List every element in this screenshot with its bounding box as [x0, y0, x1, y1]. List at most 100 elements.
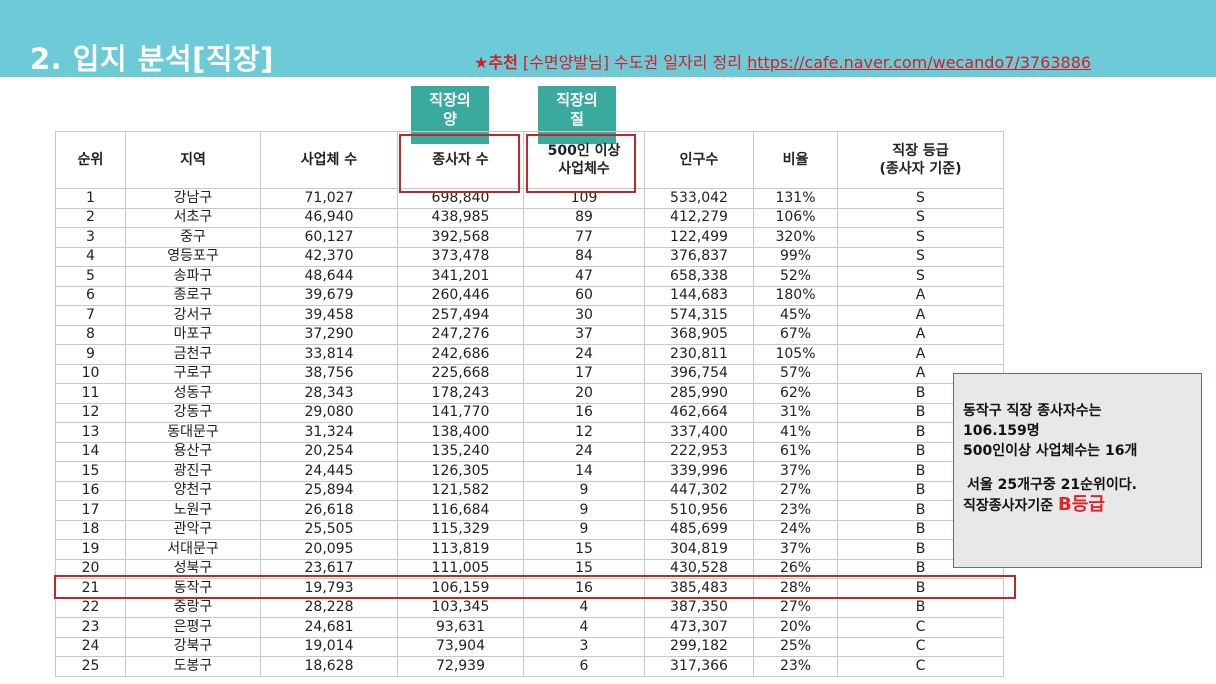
- recommend-link[interactable]: https://cafe.naver.com/wecando7/3763886: [747, 53, 1092, 72]
- table-cell: 5: [55, 266, 126, 287]
- table-cell: 299,182: [644, 636, 754, 657]
- table-cell: 121,582: [397, 480, 524, 501]
- table-cell: 510,956: [644, 500, 754, 521]
- note-line-1: 동작구 직장 종사자수는: [963, 403, 1102, 419]
- table-cell: 16: [523, 402, 645, 423]
- table-cell: 25,894: [260, 480, 398, 501]
- table-cell: 17: [523, 363, 645, 384]
- table-cell: 376,837: [644, 246, 754, 267]
- table-cell: 14: [523, 461, 645, 482]
- table-cell: 9: [55, 344, 126, 365]
- table-cell: 20%: [753, 617, 838, 638]
- table-cell: 144,683: [644, 285, 754, 306]
- table-cell: 41%: [753, 422, 838, 443]
- table-cell: 47: [523, 266, 645, 287]
- table-cell: 93,631: [397, 617, 524, 638]
- table-cell: 138,400: [397, 422, 524, 443]
- table-cell: 230,811: [644, 344, 754, 365]
- table-cell: 42,370: [260, 246, 398, 267]
- table-cell: 37: [523, 324, 645, 345]
- table-cell: 16: [523, 578, 645, 599]
- highlight-box-row-dongjak: [54, 575, 1016, 599]
- table-cell: 12: [523, 422, 645, 443]
- table-cell: 28,343: [260, 383, 398, 404]
- table-cell: 126,305: [397, 461, 524, 482]
- table-cell: 종로구: [125, 285, 261, 306]
- table-cell: 12: [55, 402, 126, 423]
- table-cell: 533,042: [644, 188, 754, 209]
- page-title: 2. 입지 분석[직장]: [30, 42, 274, 76]
- table-cell: 99%: [753, 246, 838, 267]
- table-body: 1 강남구 71,027 698,840 109 533,042 131% S 2 서초구 46,9…: [55, 188, 1004, 677]
- table-row: 17 노원구 26,618 116,684 9 510,956 23% B: [55, 500, 1004, 521]
- table-cell: 11: [55, 383, 126, 404]
- table-cell: 양천구: [125, 480, 261, 501]
- table-cell: 396,754: [644, 363, 754, 384]
- table-cell: 225,668: [397, 363, 524, 384]
- table-cell: 337,400: [644, 422, 754, 443]
- table-cell: 60: [523, 285, 645, 306]
- table-cell: 574,315: [644, 305, 754, 326]
- table-cell: 462,664: [644, 402, 754, 423]
- table-cell: 8: [55, 324, 126, 345]
- table-cell: 도봉구: [125, 656, 261, 677]
- table-cell: 116,684: [397, 500, 524, 521]
- table-cell: 485,699: [644, 519, 754, 540]
- table-cell: 304,819: [644, 539, 754, 560]
- table-row: 22 중랑구 28,228 103,345 4 387,350 27% B: [55, 597, 1004, 618]
- table-cell: 23%: [753, 500, 838, 521]
- table-cell: 73,904: [397, 636, 524, 657]
- table-cell: 257,494: [397, 305, 524, 326]
- table-row: 11 성동구 28,343 178,243 20 285,990 62% B: [55, 383, 1004, 404]
- table-cell: 37%: [753, 539, 838, 560]
- table-cell: 392,568: [397, 227, 524, 248]
- note-line-5: 직장종사자기준 B등급: [963, 495, 1201, 516]
- recommendation-line: ★추천 [수면양발님] 수도권 일자리 정리 https://cafe.nave…: [474, 49, 1091, 73]
- column-header: 직장 등급 (종사자 기준): [837, 131, 1004, 189]
- table-cell: 106,159: [397, 578, 524, 599]
- table-cell: 320%: [753, 227, 838, 248]
- table-cell: 20,254: [260, 441, 398, 462]
- table-row: 23 은평구 24,681 93,631 4 473,307 20% C: [55, 617, 1004, 638]
- column-header: 500인 이상 사업체수: [523, 131, 645, 189]
- table-cell: 23%: [753, 656, 838, 677]
- recommend-star-label: ★추천: [474, 53, 518, 72]
- district-job-table: 순위 지역 사업체 수 종사자 수 500인 이상 사업체수 인구수 비율 직장 등급 (종사자 …: [55, 131, 1004, 677]
- table-row: 13 동대문구 31,324 138,400 12 337,400 41% B: [55, 422, 1004, 443]
- table-cell: B: [837, 597, 1004, 618]
- note-line-2: 106.159명: [963, 423, 1040, 439]
- table-cell: 9: [523, 500, 645, 521]
- recommend-text: [수면양발님] 수도권 일자리 정리: [522, 53, 742, 72]
- table-cell: 24,445: [260, 461, 398, 482]
- table-cell: 송파구: [125, 266, 261, 287]
- table-cell: 39,679: [260, 285, 398, 306]
- table-cell: 260,446: [397, 285, 524, 306]
- table-cell: 109: [523, 188, 645, 209]
- table-cell: 473,307: [644, 617, 754, 638]
- table-row: 16 양천구 25,894 121,582 9 447,302 27% B: [55, 480, 1004, 501]
- table-row: 14 용산구 20,254 135,240 24 222,953 61% B: [55, 441, 1004, 462]
- header-bar: [0, 0, 1216, 77]
- table-cell: 3: [55, 227, 126, 248]
- table-cell: 9: [523, 519, 645, 540]
- table-cell: 61%: [753, 441, 838, 462]
- table-cell: 178,243: [397, 383, 524, 404]
- table-cell: 21: [55, 578, 126, 599]
- table-cell: 84: [523, 246, 645, 267]
- table-cell: 37,290: [260, 324, 398, 345]
- table-row: 8 마포구 37,290 247,276 37 368,905 67% A: [55, 324, 1004, 345]
- table-cell: 27%: [753, 597, 838, 618]
- note-line-3: 500인이상 사업체수는 16개: [963, 443, 1138, 459]
- table-cell: 마포구: [125, 324, 261, 345]
- table-cell: 20: [523, 383, 645, 404]
- table-row: 24 강북구 19,014 73,904 3 299,182 25% C: [55, 636, 1004, 657]
- table-cell: 31,324: [260, 422, 398, 443]
- table-cell: 368,905: [644, 324, 754, 345]
- table-cell: 31%: [753, 402, 838, 423]
- table-row: 4 영등포구 42,370 373,478 84 376,837 99% S: [55, 246, 1004, 267]
- table-cell: 강남구: [125, 188, 261, 209]
- table-cell: A: [837, 344, 1004, 365]
- table-cell: 15: [523, 539, 645, 560]
- table-cell: 28,228: [260, 597, 398, 618]
- table-cell: 구로구: [125, 363, 261, 384]
